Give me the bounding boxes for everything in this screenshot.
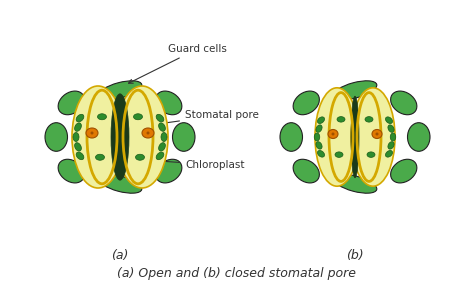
Ellipse shape: [315, 88, 359, 186]
Ellipse shape: [376, 133, 378, 135]
Ellipse shape: [391, 91, 417, 115]
Ellipse shape: [73, 133, 79, 141]
Text: Guard cells: Guard cells: [129, 44, 227, 83]
Ellipse shape: [156, 159, 182, 183]
Ellipse shape: [111, 94, 129, 180]
Ellipse shape: [75, 123, 81, 131]
Ellipse shape: [133, 114, 142, 120]
Ellipse shape: [98, 174, 142, 193]
Ellipse shape: [147, 131, 149, 135]
Ellipse shape: [316, 125, 322, 132]
Ellipse shape: [45, 123, 68, 151]
Ellipse shape: [388, 125, 394, 132]
Ellipse shape: [158, 123, 166, 131]
Text: (a): (a): [111, 249, 129, 262]
Ellipse shape: [86, 128, 98, 138]
Ellipse shape: [333, 81, 377, 100]
Ellipse shape: [293, 159, 319, 183]
Ellipse shape: [314, 133, 320, 141]
Ellipse shape: [333, 174, 377, 193]
Ellipse shape: [365, 117, 373, 122]
Ellipse shape: [367, 152, 375, 157]
Ellipse shape: [335, 152, 343, 157]
Ellipse shape: [156, 152, 164, 160]
Ellipse shape: [280, 123, 303, 151]
Ellipse shape: [96, 154, 105, 160]
Ellipse shape: [135, 154, 144, 160]
Ellipse shape: [388, 142, 394, 149]
Ellipse shape: [158, 143, 166, 151]
Ellipse shape: [98, 81, 142, 100]
Ellipse shape: [173, 123, 195, 151]
Ellipse shape: [351, 88, 395, 186]
Ellipse shape: [156, 91, 182, 115]
Ellipse shape: [328, 129, 338, 139]
Ellipse shape: [75, 143, 81, 151]
Ellipse shape: [337, 117, 345, 122]
Ellipse shape: [317, 150, 324, 157]
Ellipse shape: [408, 123, 430, 151]
Ellipse shape: [351, 96, 359, 178]
Ellipse shape: [161, 133, 167, 141]
Ellipse shape: [58, 91, 84, 115]
Ellipse shape: [142, 128, 154, 138]
Ellipse shape: [76, 152, 84, 160]
Ellipse shape: [293, 91, 319, 115]
Ellipse shape: [116, 86, 168, 188]
Ellipse shape: [391, 159, 417, 183]
Ellipse shape: [390, 133, 396, 141]
Ellipse shape: [72, 86, 124, 188]
Ellipse shape: [372, 129, 382, 139]
Ellipse shape: [76, 114, 84, 122]
Ellipse shape: [156, 114, 164, 122]
Ellipse shape: [58, 159, 84, 183]
Ellipse shape: [385, 117, 393, 123]
Text: Chloroplast: Chloroplast: [136, 158, 245, 170]
Text: (a) Open and (b) closed stomatal pore: (a) Open and (b) closed stomatal pore: [116, 266, 356, 280]
Ellipse shape: [316, 142, 322, 149]
Ellipse shape: [385, 150, 393, 157]
Ellipse shape: [317, 117, 324, 123]
Ellipse shape: [90, 131, 94, 135]
Ellipse shape: [97, 114, 106, 120]
Text: Stomatal pore: Stomatal pore: [126, 110, 259, 130]
Text: (b): (b): [346, 249, 364, 262]
Ellipse shape: [332, 133, 334, 135]
